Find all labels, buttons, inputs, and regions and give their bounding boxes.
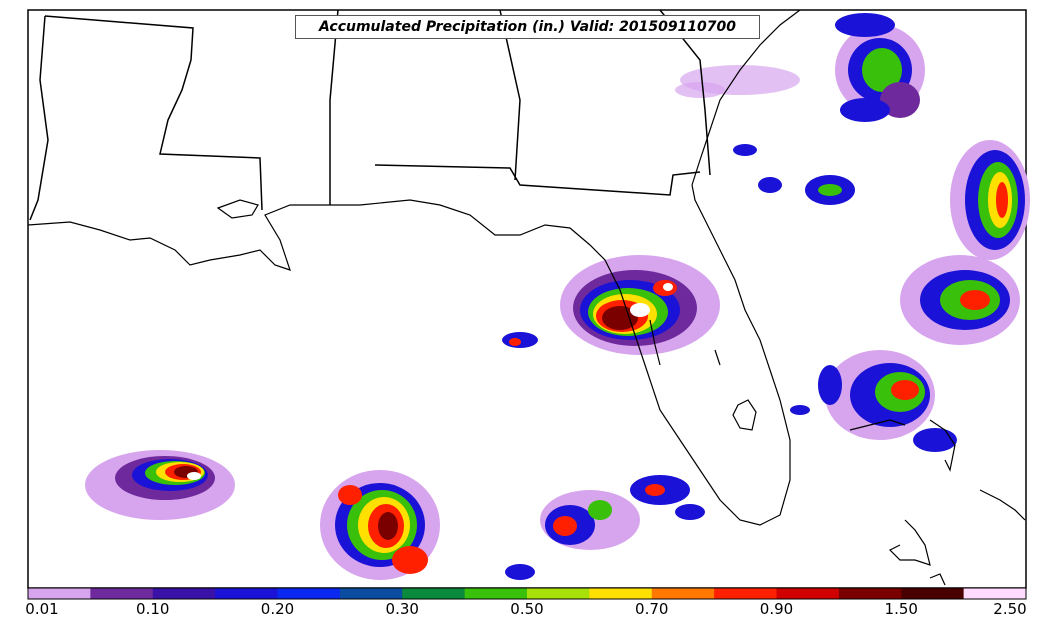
colorbar-segment	[651, 588, 715, 599]
colorbar-segment	[963, 588, 1027, 599]
colorbar-segment	[277, 588, 341, 599]
colorbar-segment	[339, 588, 403, 599]
colorbar-tick-label: 1.50	[884, 600, 918, 618]
colorbar-frame	[27, 587, 1027, 600]
colorbar-tick-label: 0.90	[759, 600, 794, 618]
colorbar-segment	[402, 588, 466, 599]
colorbar-tick-label: 0.70	[635, 600, 669, 618]
colorbar-segment	[90, 588, 154, 599]
coastline	[27, 9, 1026, 586]
colorbar-segment	[714, 588, 777, 599]
colorbar-tick-label: 0.50	[510, 600, 544, 618]
colorbar-segment	[152, 588, 216, 599]
colorbar	[28, 588, 1027, 599]
colorbar-tick-label: 0.30	[385, 600, 419, 618]
map-title: Accumulated Precipitation (in.) Valid: 2…	[295, 15, 760, 39]
colorbar-segment	[901, 588, 965, 599]
colorbar-segment	[589, 588, 653, 599]
precip-field	[85, 13, 1030, 580]
colorbar-segment	[838, 588, 902, 599]
colorbar-tick-label: 0.20	[260, 600, 295, 618]
colorbar-segment	[28, 588, 91, 599]
colorbar-tick-label: 0.01	[25, 600, 59, 618]
colorbar-segment	[464, 588, 528, 599]
colorbar-segment	[776, 588, 840, 599]
colorbar-tick-label: 0.10	[136, 600, 170, 618]
colorbar-segment	[527, 588, 590, 599]
colorbar-segment	[215, 588, 278, 599]
colorbar-tick-label: 2.50	[993, 600, 1027, 618]
